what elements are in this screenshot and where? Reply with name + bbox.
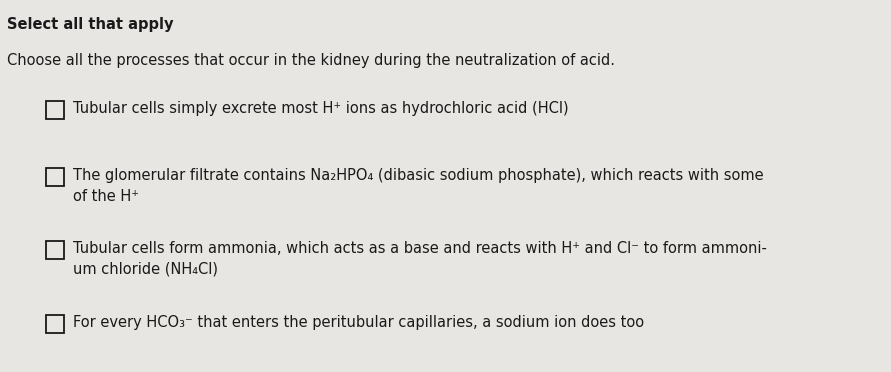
Text: Tubular cells simply excrete most H⁺ ions as hydrochloric acid (HCl): Tubular cells simply excrete most H⁺ ion… [73,101,568,116]
Text: The glomerular filtrate contains Na₂HPO₄ (dibasic sodium phosphate), which react: The glomerular filtrate contains Na₂HPO₄… [73,168,764,203]
Text: Choose all the processes that occur in the kidney during the neutralization of a: Choose all the processes that occur in t… [7,53,615,68]
Text: Select all that apply: Select all that apply [7,17,174,32]
Text: For every HCO₃⁻ that enters the peritubular capillaries, a sodium ion does too: For every HCO₃⁻ that enters the peritubu… [73,315,644,330]
Bar [46,315,64,333]
Bar [46,101,64,119]
Bar [46,241,64,259]
Bar [46,168,64,186]
Text: Tubular cells form ammonia, which acts as a base and reacts with H⁺ and Cl⁻ to f: Tubular cells form ammonia, which acts a… [73,241,767,276]
